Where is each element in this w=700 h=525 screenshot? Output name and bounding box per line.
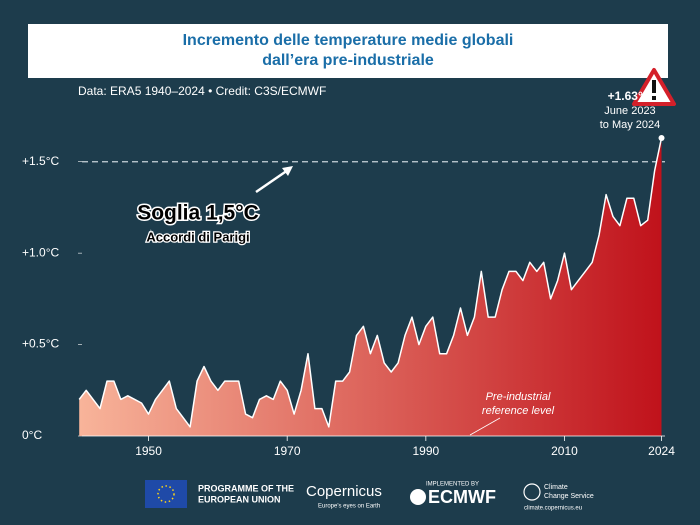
footer-text: Europe's eyes on Earth <box>318 504 380 510</box>
footer-text: Climate <box>544 484 568 491</box>
reference-pointer <box>469 417 501 436</box>
eu-stars <box>157 485 175 503</box>
title-box <box>28 24 668 78</box>
c3s-logo <box>523 483 541 501</box>
threshold-title: Soglia 1,5°C <box>137 202 259 225</box>
chart-title: Incremento delle temperature medie globa… <box>183 32 514 49</box>
threshold-subtitle: Accordi di Parigi <box>146 229 249 244</box>
x-tick-label: 2024 <box>648 444 675 458</box>
x-tick-label: 2010 <box>551 444 578 458</box>
y-tick-label: +1.5°C <box>22 154 59 168</box>
x-tick-label: 1950 <box>135 444 162 458</box>
footer-text: IMPLEMENTED BY <box>426 482 479 488</box>
footer-text: Copernicus <box>306 483 382 500</box>
period-label: to May 2024 <box>600 119 661 131</box>
footer-text: ECMWF <box>428 487 496 507</box>
subtitle: Data: ERA5 1940–2024 • Credit: C3S/ECMWF <box>78 84 326 98</box>
footer-text: Change Service <box>544 493 594 500</box>
warning-dot <box>652 96 656 100</box>
eu-flag <box>145 480 187 508</box>
warning-bar <box>652 80 656 93</box>
value-label: +1.63°C <box>608 89 652 103</box>
ecmwf-logo <box>410 489 426 505</box>
end-point <box>658 134 665 141</box>
threshold-arrow <box>255 168 289 194</box>
footer-text: PROGRAMME OF THE <box>198 483 294 493</box>
x-tick-label: 1990 <box>412 444 439 458</box>
footer-text: EUROPEAN UNION <box>198 494 281 504</box>
area <box>79 137 662 436</box>
reference-label: reference level <box>482 405 555 417</box>
threshold-arrowhead <box>282 166 293 176</box>
line <box>78 137 663 428</box>
y-tick-label: 0°C <box>22 428 42 442</box>
y-tick-label: +1.0°C <box>22 245 59 259</box>
warning-icon <box>632 68 676 106</box>
y-tick-label: +0.5°C <box>22 337 59 351</box>
reference-label: Pre-industrial <box>486 391 551 403</box>
x-tick-label: 1970 <box>274 444 301 458</box>
footer: PROGRAMME OF THE EUROPEAN UNION Copernic… <box>145 480 594 512</box>
footer-text: climate.copernicus.eu <box>524 506 582 512</box>
chart-title: dall’era pre-industriale <box>262 52 434 69</box>
period-label: June 2023 <box>604 105 655 117</box>
